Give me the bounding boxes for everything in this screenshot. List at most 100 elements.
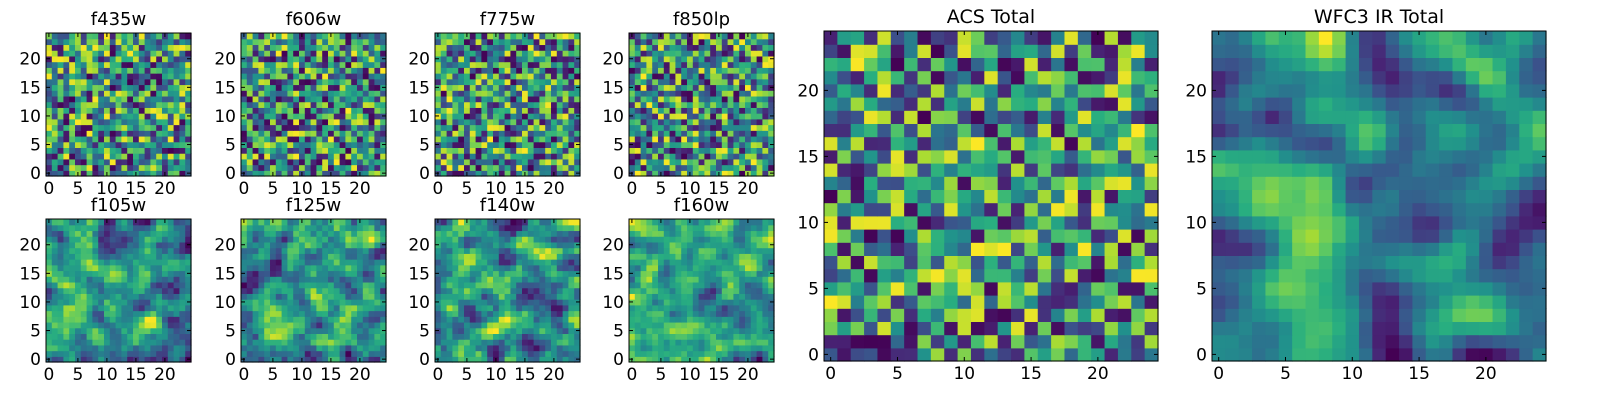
heatmap-cell [516, 241, 523, 249]
heatmap-cell [568, 247, 575, 254]
heatmap-cell [258, 55, 265, 63]
heatmap-cell [493, 230, 500, 237]
heatmap-cell [104, 264, 111, 272]
heatmap-cell [304, 350, 312, 357]
heatmap-cell [692, 90, 700, 97]
heatmap-cell [150, 230, 157, 237]
heatmap-cell [663, 170, 671, 177]
heatmap-cell [299, 113, 306, 120]
heatmap-cell [663, 55, 671, 63]
heatmap-cell [270, 333, 277, 340]
heatmap-cell [86, 158, 93, 166]
heatmap-cell [258, 316, 265, 323]
heatmap-cell [516, 135, 523, 143]
heatmap-cell [440, 90, 448, 97]
heatmap-cell [440, 147, 448, 154]
heatmap-cell [275, 44, 283, 51]
heatmap-cell [675, 38, 682, 46]
heatmap-cell [762, 84, 769, 91]
heatmap-cell [138, 241, 146, 249]
heatmap-cell [304, 241, 312, 249]
heatmap-cell [310, 124, 317, 131]
heatmap-cell [121, 50, 128, 57]
heatmap-cell [345, 90, 352, 97]
heatmap-cell [104, 38, 111, 46]
heatmap-cell [144, 264, 151, 272]
heatmap-cell [75, 158, 82, 166]
heatmap-cell [80, 153, 88, 160]
heatmap-cell [46, 247, 53, 254]
heatmap-cell [562, 287, 569, 294]
heatmap-cell [568, 107, 575, 114]
heatmap-cell [574, 287, 581, 294]
heatmap-cell [568, 259, 575, 266]
heatmap-cell [704, 124, 711, 131]
heatmap-cell [69, 67, 76, 74]
heatmap-cell [144, 356, 151, 363]
heatmap-cell [669, 55, 676, 63]
heatmap-cell [646, 321, 653, 329]
heatmap-cell [179, 333, 186, 340]
heatmap-cell [316, 130, 323, 137]
heatmap-cell [281, 147, 288, 154]
heatmap-cell [681, 135, 688, 143]
heatmap-cell [304, 95, 312, 103]
heatmap-cell [86, 84, 93, 91]
heatmap-cell [98, 90, 105, 97]
heatmap-cell [86, 219, 93, 226]
heatmap-cell [156, 299, 163, 306]
heatmap-cell [316, 356, 323, 363]
heatmap-cell [185, 276, 192, 283]
heatmap-cell [551, 95, 558, 103]
heatmap-cell [264, 310, 271, 317]
heatmap-cell [710, 67, 717, 74]
heatmap-cell [104, 293, 111, 300]
heatmap-cell [551, 299, 558, 306]
heatmap-cell [310, 321, 317, 329]
heatmap-cell [634, 299, 642, 306]
heatmap-cell [545, 276, 552, 283]
heatmap-cell [634, 350, 642, 357]
heatmap-cell [246, 259, 254, 266]
heatmap-cell [150, 327, 157, 334]
heatmap-cell [270, 304, 277, 312]
heatmap-cell [357, 276, 364, 283]
heatmap-cell [138, 264, 146, 272]
heatmap-cell [351, 84, 358, 91]
heatmap-cell [522, 241, 529, 249]
heatmap-cell [351, 78, 358, 86]
heatmap-cell [675, 170, 682, 177]
heatmap-cell [287, 50, 294, 57]
heatmap-cell [75, 101, 82, 108]
heatmap-cell [133, 107, 140, 114]
heatmap-cell [481, 107, 488, 114]
heatmap-cell [46, 276, 53, 283]
heatmap-cell [287, 147, 294, 154]
heatmap-cell [687, 327, 694, 334]
x-tick-label: 15 [708, 179, 730, 199]
heatmap-cell [258, 158, 265, 166]
heatmap-cell [92, 73, 99, 80]
heatmap-cell [368, 141, 375, 148]
heatmap-cell [316, 304, 323, 312]
heatmap-cell [727, 164, 734, 171]
heatmap-cell [481, 135, 488, 143]
heatmap-cell [339, 84, 346, 91]
heatmap-cell [435, 164, 442, 171]
heatmap-cell [246, 219, 254, 226]
heatmap-cell [368, 50, 375, 57]
heatmap-cell [440, 236, 448, 243]
heatmap-cell [663, 270, 671, 277]
heatmap-cell [704, 130, 711, 137]
heatmap-cell [138, 356, 146, 363]
heatmap-cell [121, 55, 128, 63]
heatmap-cell [281, 287, 288, 294]
heatmap-cell [510, 327, 517, 334]
heatmap-cell [568, 135, 575, 143]
heatmap-cell [556, 113, 564, 120]
heatmap-cell [452, 287, 459, 294]
heatmap-cell [464, 73, 471, 80]
heatmap-cell [357, 147, 364, 154]
heatmap-cell [357, 310, 364, 317]
heatmap-cell [293, 236, 300, 243]
